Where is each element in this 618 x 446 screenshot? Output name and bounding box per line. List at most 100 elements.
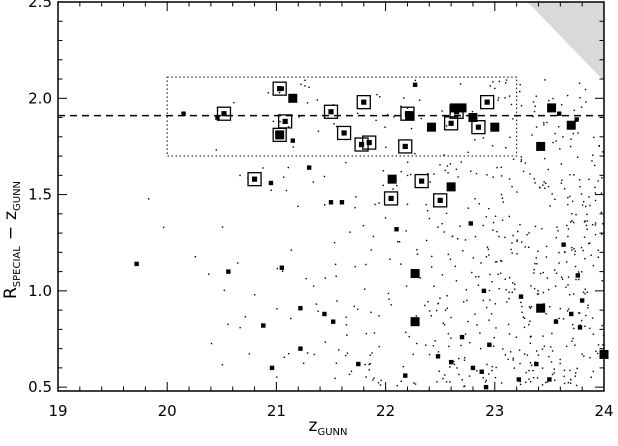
background-dot [585,314,587,317]
background-dot [594,224,597,226]
background-dot [586,228,588,231]
large-filled-square-point [446,182,456,192]
large-filled-square-point [490,122,500,132]
open-square-point [383,191,399,206]
background-dot [592,264,595,267]
background-dot [515,336,518,338]
open-square-outline [449,104,464,119]
background-dot [557,126,560,128]
background-dot [479,348,482,350]
background-dot [400,263,402,265]
background-dot [525,381,527,384]
background-dot [571,220,573,222]
background-dot [498,235,500,238]
open-square-point [480,94,495,110]
background-dot [446,307,448,309]
background-dot [594,192,597,194]
open-square-core [341,130,347,136]
background-dot [556,226,558,228]
background-dot [443,323,446,326]
background-dot [371,352,373,354]
background-dot [430,315,433,317]
background-dot [576,367,578,370]
background-dot [523,353,526,355]
background-dot [533,268,535,271]
background-dot [495,366,497,369]
background-dot [276,376,278,378]
background-dot [560,182,563,184]
background-dot [403,97,405,99]
background-dot [497,273,499,275]
x-tick-label: 21 [267,402,286,420]
background-dot [591,160,593,162]
background-dot [586,213,588,216]
small-filled-square-point [298,305,303,311]
background-dot [580,193,583,195]
background-dot [565,261,568,263]
background-dot [402,365,405,368]
background-dot [451,235,454,238]
background-dot [522,170,525,173]
background-dot [569,369,571,372]
open-square-core [484,99,490,105]
open-square-point [362,135,377,150]
background-dot [455,168,458,171]
background-dot [306,352,309,354]
background-dot [558,251,560,254]
background-dot [429,181,431,183]
background-dot [594,233,597,236]
background-dot [392,188,394,190]
background-dot [510,103,513,106]
background-dot [283,356,286,359]
background-dot [542,335,544,337]
background-dot [561,278,564,280]
background-dot [579,186,581,188]
background-dot [482,299,484,302]
background-dot [520,301,522,304]
background-dot [512,357,514,360]
small-filled-square-point [459,334,465,340]
background-dot [543,345,546,347]
background-dot [472,257,474,259]
background-dot [508,333,511,335]
background-dot [573,248,575,250]
background-dot [508,95,511,97]
background-dot [579,324,581,326]
background-dot [569,378,572,381]
background-dot [579,96,581,99]
small-filled-square-point [261,323,266,328]
background-dot [549,205,551,207]
background-dot [428,217,431,220]
y-tick-label: 1.5 [28,186,52,204]
background-dot [384,126,386,128]
background-dot [298,116,300,118]
background-dot [513,283,516,285]
background-dot [223,289,226,291]
background-dot [450,316,452,319]
background-dot [569,145,572,148]
small-filled-square-point [575,273,580,278]
background-dot [420,117,423,120]
background-dot [591,223,594,226]
background-dot [551,193,553,195]
background-dot [373,332,376,334]
background-dot [346,334,348,336]
background-dot [582,249,584,252]
background-dot [569,294,571,296]
background-dot [580,106,583,108]
background-dot [589,357,591,359]
background-dot [416,253,419,255]
large-filled-square-point [426,122,436,132]
background-dot [584,257,586,260]
open-square-point [443,116,459,131]
background-dot [516,240,518,243]
background-dot [379,384,382,386]
background-dot [544,187,546,189]
background-dot [580,319,583,322]
background-dot [529,336,532,338]
background-dot [588,196,590,198]
background-dot [553,368,556,370]
background-dot [396,184,398,187]
background-dot [415,315,418,317]
background-dot [584,88,587,91]
